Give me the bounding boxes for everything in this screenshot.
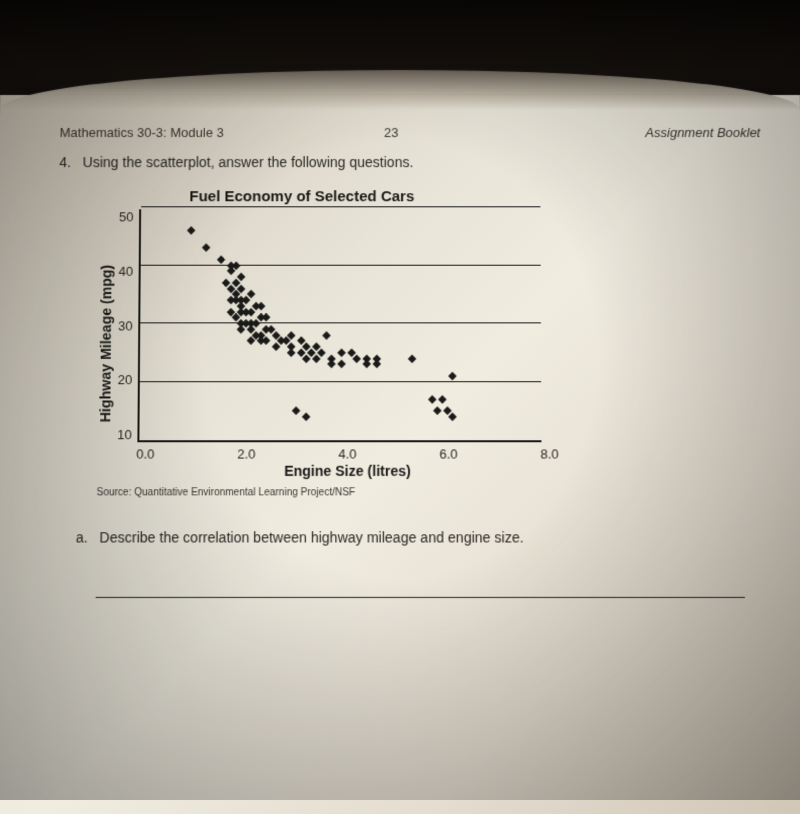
scatter-point <box>328 360 337 369</box>
scatter-point <box>292 407 301 416</box>
y-tick: 30 <box>118 318 133 333</box>
x-tick: 0.0 <box>135 446 155 461</box>
plot-area <box>138 209 542 442</box>
sub-question-text: Describe the correlation between highway… <box>99 529 523 545</box>
page-number: 23 <box>384 125 398 140</box>
scatter-point <box>302 412 311 421</box>
scatter-point <box>434 407 443 416</box>
question-number: 4. <box>59 154 71 170</box>
y-tick: 20 <box>118 372 133 387</box>
y-axis-ticks: 50 40 30 20 10 <box>117 209 139 442</box>
scatter-point <box>187 226 196 235</box>
scatter-point <box>338 360 347 369</box>
scatter-point <box>237 273 246 282</box>
x-axis-ticks: 0.02.04.06.08.0 <box>145 442 549 460</box>
y-tick: 50 <box>119 209 134 224</box>
x-axis-label: Engine Size (litres) <box>145 463 549 479</box>
chart-source: Source: Quantitative Environmental Learn… <box>96 487 764 498</box>
gridline <box>140 381 541 382</box>
header-right: Assignment Booklet <box>645 125 760 140</box>
scatter-point <box>439 395 448 404</box>
scatter-point <box>338 348 347 357</box>
scatter-point <box>232 261 241 270</box>
scatter-point <box>373 360 382 369</box>
gridline <box>141 322 542 323</box>
scatter-point <box>217 255 226 264</box>
scatter-point <box>262 337 271 346</box>
scatter-point <box>323 331 332 340</box>
question-text: 4. Using the scatterplot, answer the fol… <box>59 154 761 170</box>
scatter-point <box>247 290 256 299</box>
scatter-point <box>449 412 458 421</box>
scatter-point <box>363 360 372 369</box>
scatter-point <box>318 348 327 357</box>
x-tick: 2.0 <box>236 446 256 461</box>
scatter-point <box>202 244 211 253</box>
chart-title: Fuel Economy of Selected Cars <box>189 188 761 205</box>
x-tick: 6.0 <box>438 446 458 461</box>
gridline <box>142 206 541 207</box>
y-axis-label: Highway Mileage (mpg) <box>97 265 114 423</box>
x-tick: 4.0 <box>337 446 357 461</box>
y-tick: 40 <box>119 263 134 278</box>
sub-question-label: a. <box>76 529 88 545</box>
answer-line <box>96 597 745 598</box>
page-header: Mathematics 30-3: Module 3 23 Assignment… <box>60 125 761 140</box>
scatter-point <box>287 348 296 357</box>
scatter-point <box>428 395 437 404</box>
gridline <box>141 264 541 265</box>
worksheet-paper: Mathematics 30-3: Module 3 23 Assignment… <box>0 95 800 814</box>
question-body: Using the scatterplot, answer the follow… <box>83 154 414 170</box>
scatter-point <box>257 302 266 311</box>
scatter-chart: Fuel Economy of Selected Cars Highway Mi… <box>97 188 764 479</box>
y-tick: 10 <box>117 427 132 442</box>
scatter-point <box>408 354 417 363</box>
scatter-point <box>353 354 362 363</box>
x-tick: 8.0 <box>539 446 559 461</box>
scatter-point <box>262 313 271 322</box>
scatter-point <box>449 372 458 381</box>
header-left: Mathematics 30-3: Module 3 <box>60 125 224 140</box>
sub-question: a. Describe the correlation between high… <box>76 529 765 545</box>
